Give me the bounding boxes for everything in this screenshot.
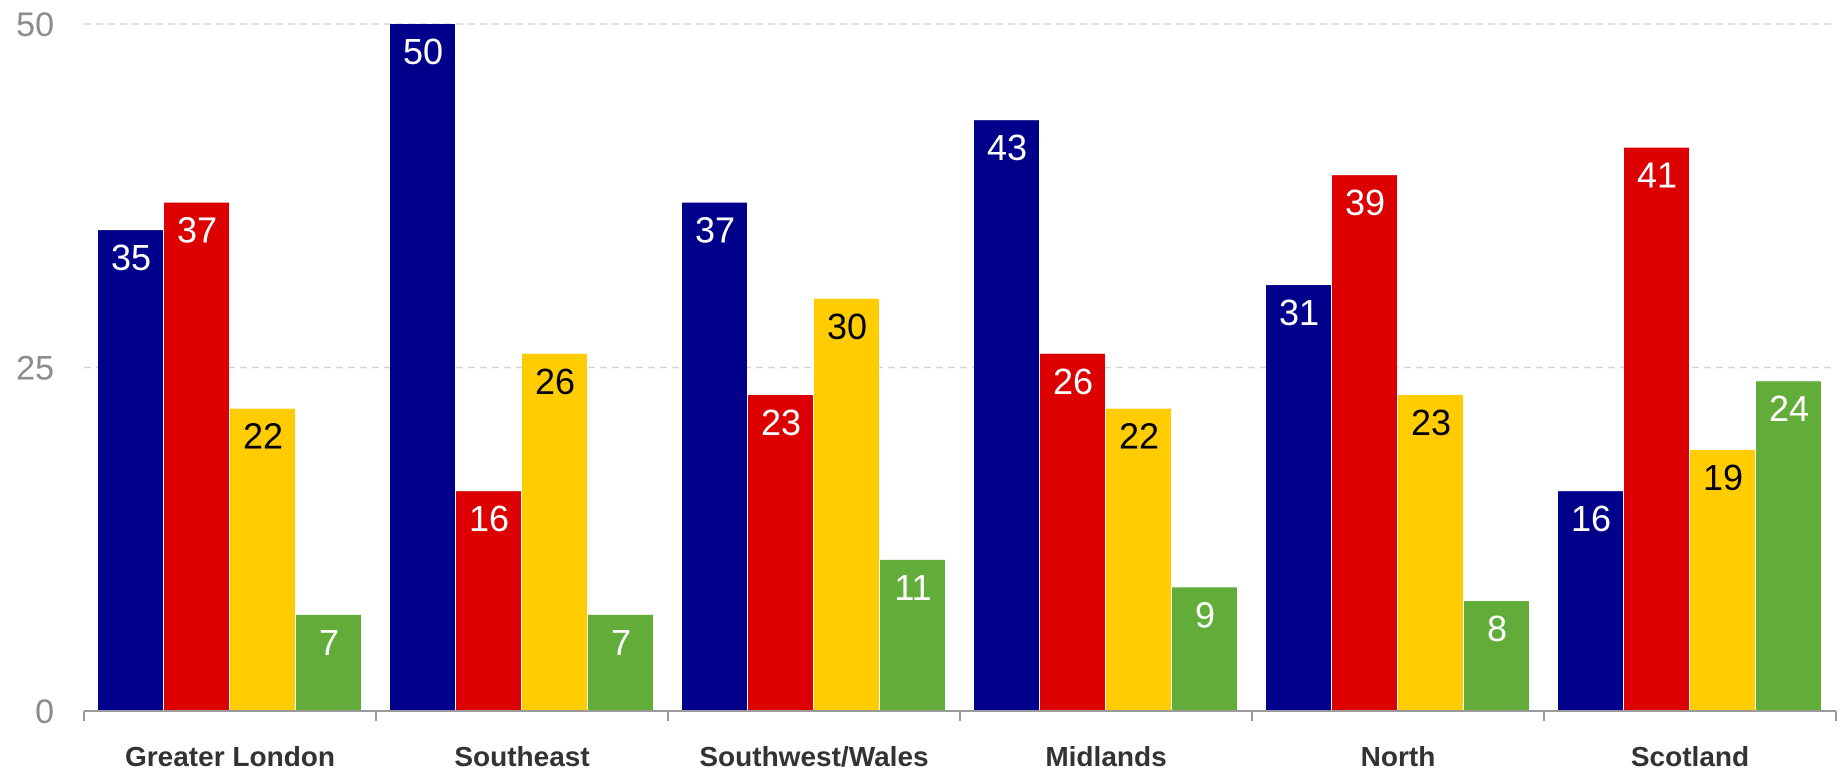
bar [1690, 449, 1755, 711]
bar [296, 614, 361, 711]
x-tick-label: Greater London [125, 741, 335, 772]
bar [1172, 587, 1237, 711]
bar [682, 202, 747, 711]
bar [1332, 175, 1397, 711]
bar [1398, 394, 1463, 711]
bar [1624, 147, 1689, 711]
x-tick-label: Scotland [1631, 741, 1749, 772]
bar-value-label: 31 [1279, 292, 1319, 333]
y-axis-tick-labels: 0 25 50 [16, 6, 54, 731]
bar-value-label: 11 [894, 567, 931, 608]
bar-value-label: 9 [1195, 594, 1215, 635]
x-tick-label: North [1361, 741, 1436, 772]
bar [1106, 408, 1171, 711]
bar-value-label: 41 [1637, 155, 1677, 196]
bar [588, 614, 653, 711]
bar-value-label: 16 [1571, 498, 1611, 539]
bar [748, 394, 813, 711]
bar [880, 559, 945, 711]
bar-value-label: 16 [469, 498, 509, 539]
bar-value-label: 50 [403, 31, 443, 72]
bar-value-label: 35 [111, 237, 151, 278]
bar [1040, 353, 1105, 711]
bar-value-label: 37 [177, 210, 217, 251]
bar-value-label: 7 [611, 622, 631, 663]
bar [814, 298, 879, 711]
bar-value-label: 26 [1053, 361, 1093, 402]
x-tick-label: Southwest/Wales [699, 741, 928, 772]
bar [1266, 285, 1331, 711]
x-tick-label: Southeast [454, 741, 589, 772]
bar-value-label: 23 [761, 402, 801, 443]
bar-value-label: 8 [1487, 608, 1507, 649]
y-tick-label: 0 [35, 693, 54, 731]
bar-value-label: 7 [319, 622, 339, 663]
bar-value-label: 23 [1411, 402, 1451, 443]
bar-value-label: 43 [987, 127, 1027, 168]
bar [1558, 491, 1623, 711]
x-tick-label: Midlands [1045, 741, 1166, 772]
bar-value-label: 39 [1345, 182, 1385, 223]
y-tick-label: 25 [16, 350, 54, 388]
bar-value-label: 24 [1769, 388, 1809, 429]
x-axis-tick-labels: Greater London Southeast Southwest/Wales Mi… [125, 741, 1749, 772]
bar [456, 491, 521, 711]
x-axis [83, 710, 1837, 721]
bar-value-label: 30 [827, 306, 867, 347]
y-tick-label: 50 [16, 6, 54, 44]
bar-value-label: 37 [695, 210, 735, 251]
gridlines [84, 23, 1836, 369]
value-labels: 35 37 22 7 50 16 26 7 37 23 30 11 43 26 22 9 31 39 23 8 16 41… [111, 31, 1809, 663]
bar [390, 24, 455, 711]
bar [522, 353, 587, 711]
bars [98, 24, 1821, 712]
bar-value-label: 19 [1703, 457, 1743, 498]
bar [1464, 601, 1529, 711]
bar [230, 408, 295, 711]
bar-value-label: 22 [243, 416, 283, 457]
bar-value-label: 22 [1119, 416, 1159, 457]
bar [974, 120, 1039, 712]
bar-value-label: 26 [535, 361, 575, 402]
bar [1756, 381, 1821, 711]
bar [98, 230, 163, 711]
bar [164, 202, 229, 711]
